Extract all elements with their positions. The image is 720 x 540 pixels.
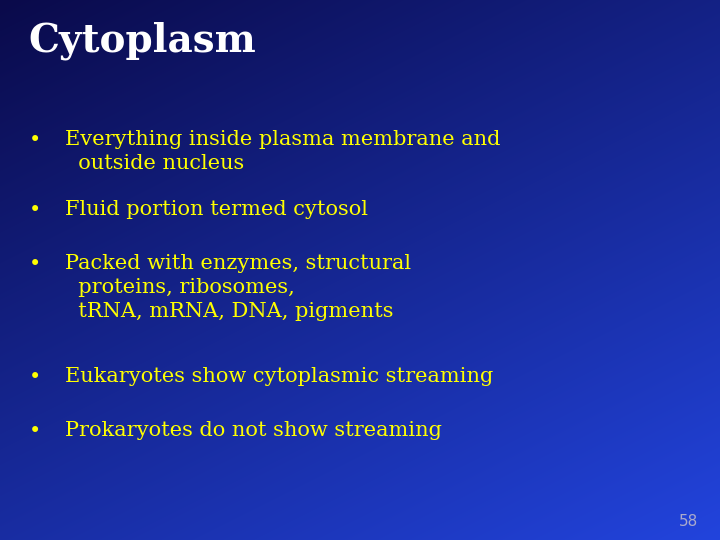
Text: Packed with enzymes, structural
  proteins, ribosomes,
  tRNA, mRNA, DNA, pigmen: Packed with enzymes, structural proteins… — [65, 254, 411, 321]
Text: •: • — [29, 254, 41, 274]
Text: •: • — [29, 130, 41, 150]
Text: Eukaryotes show cytoplasmic streaming: Eukaryotes show cytoplasmic streaming — [65, 367, 493, 386]
Text: 58: 58 — [679, 514, 698, 529]
Text: Prokaryotes do not show streaming: Prokaryotes do not show streaming — [65, 421, 441, 440]
Text: Everything inside plasma membrane and
  outside nucleus: Everything inside plasma membrane and ou… — [65, 130, 500, 173]
Text: •: • — [29, 200, 41, 220]
Text: •: • — [29, 367, 41, 387]
Text: Fluid portion termed cytosol: Fluid portion termed cytosol — [65, 200, 368, 219]
Text: Cytoplasm: Cytoplasm — [29, 22, 256, 60]
Text: •: • — [29, 421, 41, 441]
